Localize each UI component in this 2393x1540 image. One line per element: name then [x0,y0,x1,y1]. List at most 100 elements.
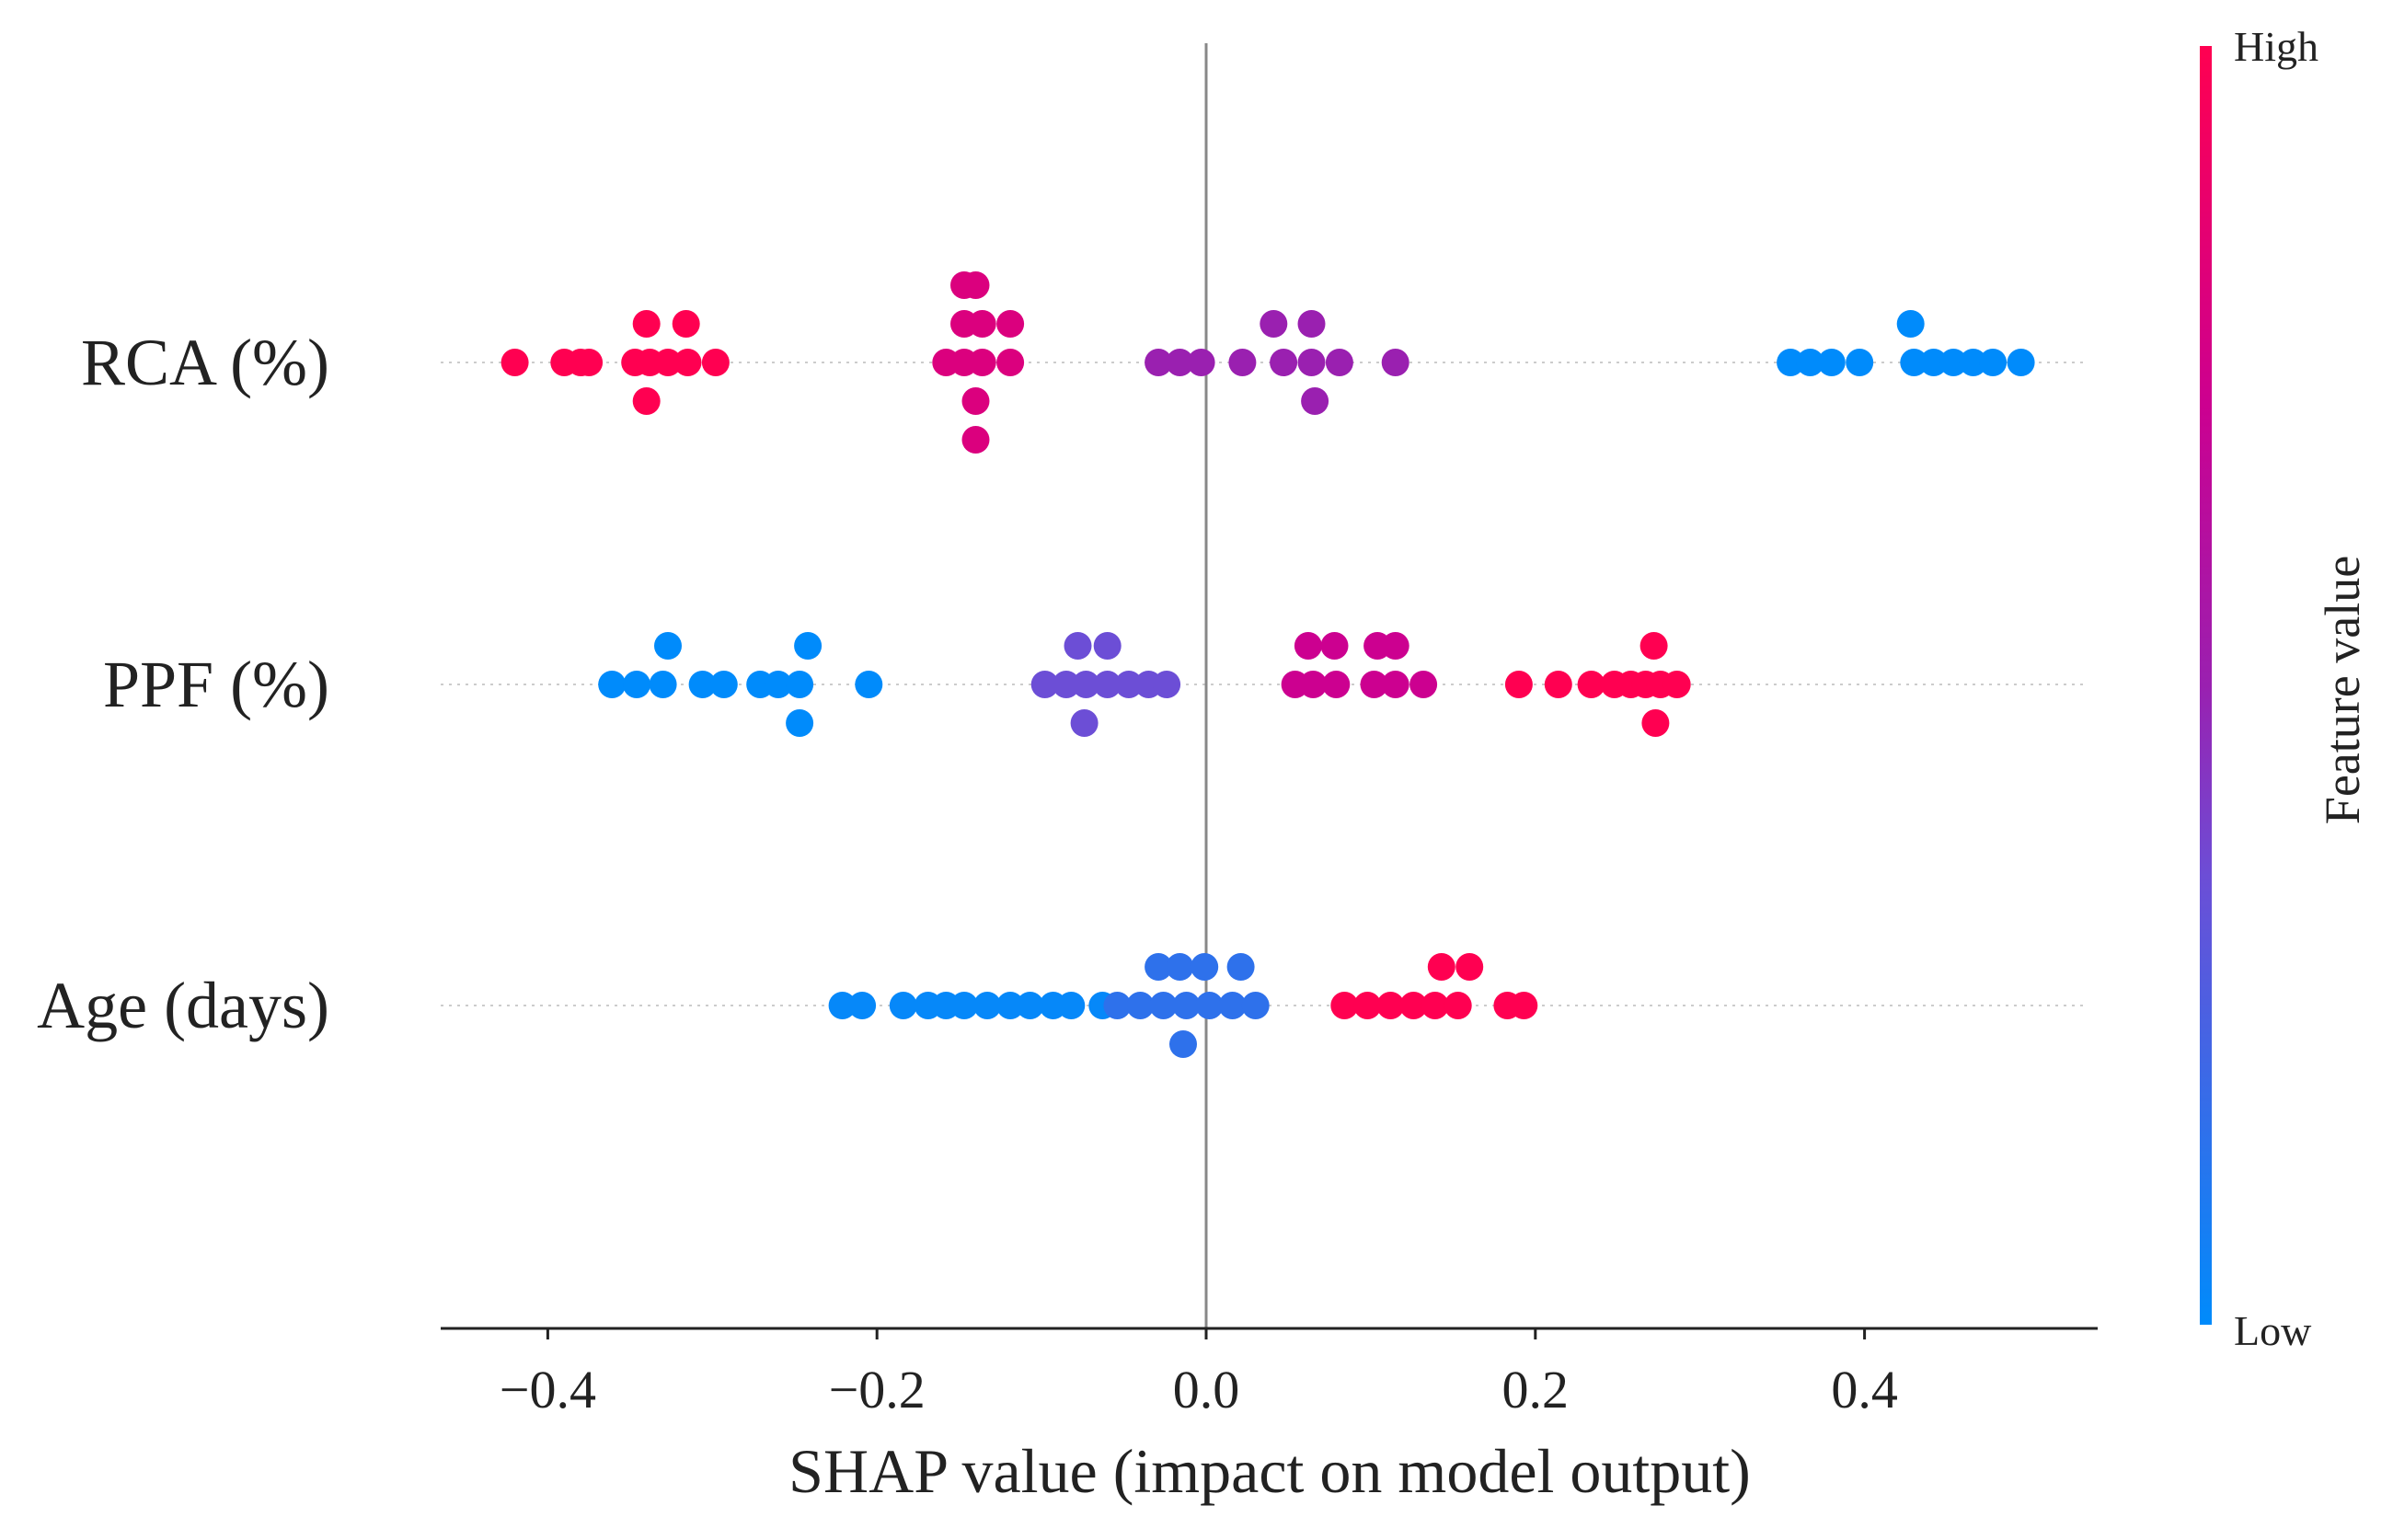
shap-point [855,671,883,698]
shap-point [1353,992,1382,1019]
shap-point [1187,349,1215,376]
shap-point [1325,349,1353,376]
shap-point [2007,349,2035,376]
shap-point [973,992,1002,1019]
shap-point [1641,709,1670,737]
shap-point [1195,992,1224,1019]
shap-point [1166,349,1194,376]
shap-point [1297,349,1326,376]
shap-point [500,349,529,376]
shap-point [672,310,700,338]
shap-point [1145,953,1173,981]
shap-point [1409,671,1438,698]
shap-point [1320,632,1349,660]
shap-point [1577,671,1605,698]
shap-point [996,349,1025,376]
shap-point [1294,632,1322,660]
shap-point [968,349,996,376]
shap-point [1510,992,1538,1019]
x-axis-label: SHAP value (impact on model output) [788,1436,1751,1506]
shap-point [848,992,877,1019]
shap-point [1191,953,1219,981]
shap-point [701,349,730,376]
shap-point [1444,992,1472,1019]
shap-point [1939,349,1968,376]
shap-point [1070,709,1099,737]
colorbar [2200,46,2212,1325]
shap-point [1218,992,1247,1019]
shap-point [786,709,814,737]
shap-point [1072,671,1100,698]
shap-point [1662,671,1691,698]
shap-point [950,992,978,1019]
shap-point [794,632,823,660]
shap-point [1639,632,1668,660]
shap-point [1846,349,1874,376]
shap-point [1103,992,1132,1019]
shap-point [786,671,814,698]
shap-point [1093,632,1122,660]
colorbar-low-label: Low [2234,1307,2312,1354]
shap-point [1226,953,1255,981]
colorbar-title: Feature value [2315,556,2370,824]
shap-point [1228,349,1257,376]
shap-point [1241,992,1270,1019]
shap-point [1330,992,1359,1019]
shap-point [1421,992,1449,1019]
shap-point [654,632,682,660]
x-tick-label: 0.0 [1173,1360,1240,1419]
shap-point [1376,992,1405,1019]
feature-label: PPF (%) [103,648,329,721]
shap-point [649,671,677,698]
shap-point [1169,1030,1197,1058]
shap-point [709,671,738,698]
shap-point [1145,349,1173,376]
shap-point [1427,953,1455,981]
shap-point [1260,310,1288,338]
shap-point [1149,992,1178,1019]
shap-point [1126,992,1155,1019]
shap-point [1114,671,1143,698]
shap-point [1153,671,1181,698]
shap-point [1052,671,1080,698]
shap-point [1504,671,1533,698]
shap-point [623,671,650,698]
x-tick-label: −0.4 [500,1360,596,1419]
shap-point [673,349,702,376]
shap-point [1777,349,1805,376]
shap-point [1297,310,1326,338]
shap-point [1455,953,1484,981]
shap-point [632,310,661,338]
shap-point [1381,632,1409,660]
shap-point [828,992,857,1019]
colorbar-high-label: High [2234,23,2318,70]
shap-point [1544,671,1572,698]
shap-point [961,387,990,415]
shap-point [1064,632,1092,660]
shap-point [632,387,661,415]
shap-point [1299,671,1328,698]
shap-point [575,349,604,376]
shap-point [1796,349,1824,376]
shap-point [1896,310,1925,338]
shap-point [1093,671,1122,698]
shap-point [1919,349,1948,376]
feature-label: RCA (%) [81,326,329,399]
shap-point [996,992,1025,1019]
feature-label: Age (days) [37,969,329,1042]
shap-point [1166,953,1194,981]
shap-point [1381,349,1409,376]
shap-point [1959,349,1987,376]
shap-point [654,349,682,376]
shap-point [961,426,990,454]
shap-point [764,671,792,698]
shap-point [1817,349,1846,376]
x-tick-label: 0.4 [1831,1360,1898,1419]
shap-point [1900,349,1928,376]
shap-point [968,310,996,338]
shap-point [1172,992,1201,1019]
shap-point [688,671,717,698]
shap-point [961,271,990,299]
shap-point [1270,349,1298,376]
